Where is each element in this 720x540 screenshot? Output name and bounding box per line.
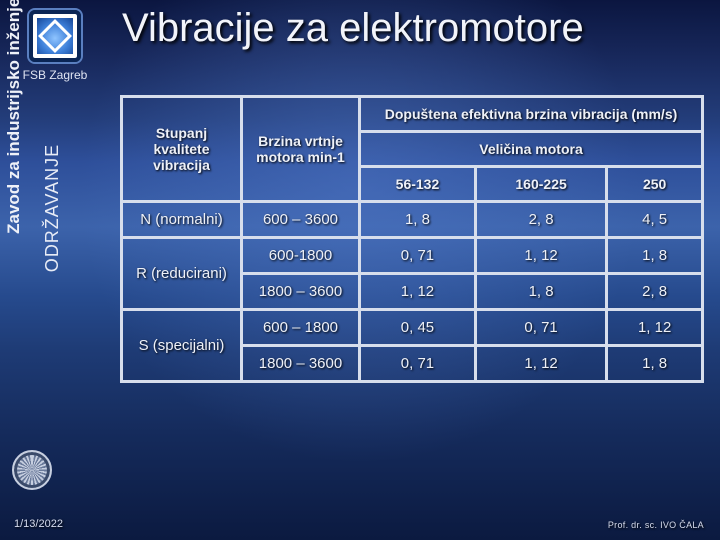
table-row: R (reducirani) 600-1800 0, 71 1, 12 1, 8	[122, 238, 703, 274]
value-cell: 1, 8	[360, 202, 476, 238]
value-cell: 0, 45	[360, 310, 476, 346]
value-cell: 0, 71	[475, 310, 606, 346]
slide: FSB Zagreb Zavod za industrijsko inženje…	[0, 0, 720, 540]
col-header-group: Dopuštena efektivna brzina vibracija (mm…	[360, 97, 703, 132]
affiliation-label: FSB Zagreb	[23, 68, 88, 82]
quality-cell: R (reducirani)	[122, 238, 242, 310]
value-cell: 2, 8	[607, 274, 703, 310]
footer-date: 1/13/2022	[14, 518, 63, 530]
quality-cell: S (specijalni)	[122, 310, 242, 382]
department-vertical-label: Zavod za industrijsko inženjerstvo	[4, 0, 24, 280]
value-cell: 1, 8	[607, 346, 703, 382]
university-seal-icon	[12, 450, 52, 490]
value-cell: 1, 8	[607, 238, 703, 274]
value-cell: 1, 12	[607, 310, 703, 346]
col-header-subgroup: Veličina motora	[360, 132, 703, 167]
value-cell: 0, 71	[360, 238, 476, 274]
vibration-table: Stupanj kvalitete vibracija Brzina vrtnj…	[120, 95, 704, 383]
value-cell: 1, 12	[360, 274, 476, 310]
footer-author: Prof. dr. sc. IVO ČALA	[608, 520, 704, 530]
speed-cell: 600 – 3600	[242, 202, 360, 238]
speed-cell: 1800 – 3600	[242, 346, 360, 382]
speed-cell: 600-1800	[242, 238, 360, 274]
fsb-logo-icon	[29, 10, 81, 62]
value-cell: 1, 12	[475, 238, 606, 274]
table-row: S (specijalni) 600 – 1800 0, 45 0, 71 1,…	[122, 310, 703, 346]
speed-cell: 1800 – 3600	[242, 274, 360, 310]
quality-cell: N (normalni)	[122, 202, 242, 238]
value-cell: 1, 12	[475, 346, 606, 382]
size-label: 56-132	[360, 167, 476, 202]
col-header-speed: Brzina vrtnje motora min-1	[242, 97, 360, 202]
table-row: N (normalni) 600 – 3600 1, 8 2, 8 4, 5	[122, 202, 703, 238]
value-cell: 0, 71	[360, 346, 476, 382]
col-header-quality: Stupanj kvalitete vibracija	[122, 97, 242, 202]
value-cell: 4, 5	[607, 202, 703, 238]
value-cell: 2, 8	[475, 202, 606, 238]
page-title: Vibracije za elektromotore	[122, 6, 584, 51]
value-cell: 1, 8	[475, 274, 606, 310]
size-label: 250	[607, 167, 703, 202]
course-vertical-label: ODRŽAVANJE	[42, 88, 63, 328]
speed-cell: 600 – 1800	[242, 310, 360, 346]
size-label: 160-225	[475, 167, 606, 202]
